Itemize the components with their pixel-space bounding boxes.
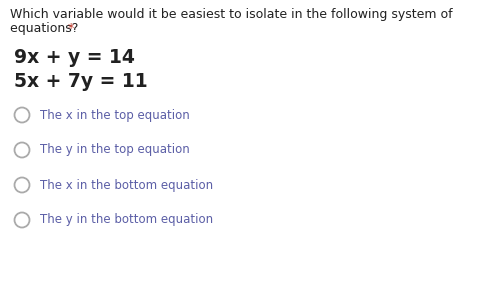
Text: The y in the top equation: The y in the top equation: [40, 144, 190, 157]
Text: 9x + y = 14: 9x + y = 14: [14, 48, 135, 67]
Text: Which variable would it be easiest to isolate in the following system of: Which variable would it be easiest to is…: [10, 8, 453, 21]
Text: equations?: equations?: [10, 22, 83, 35]
Text: 5x + 7y = 11: 5x + 7y = 11: [14, 72, 148, 91]
Text: The y in the bottom equation: The y in the bottom equation: [40, 213, 213, 226]
Text: The x in the bottom equation: The x in the bottom equation: [40, 179, 213, 191]
Text: *: *: [68, 22, 74, 35]
Text: The x in the top equation: The x in the top equation: [40, 109, 190, 122]
